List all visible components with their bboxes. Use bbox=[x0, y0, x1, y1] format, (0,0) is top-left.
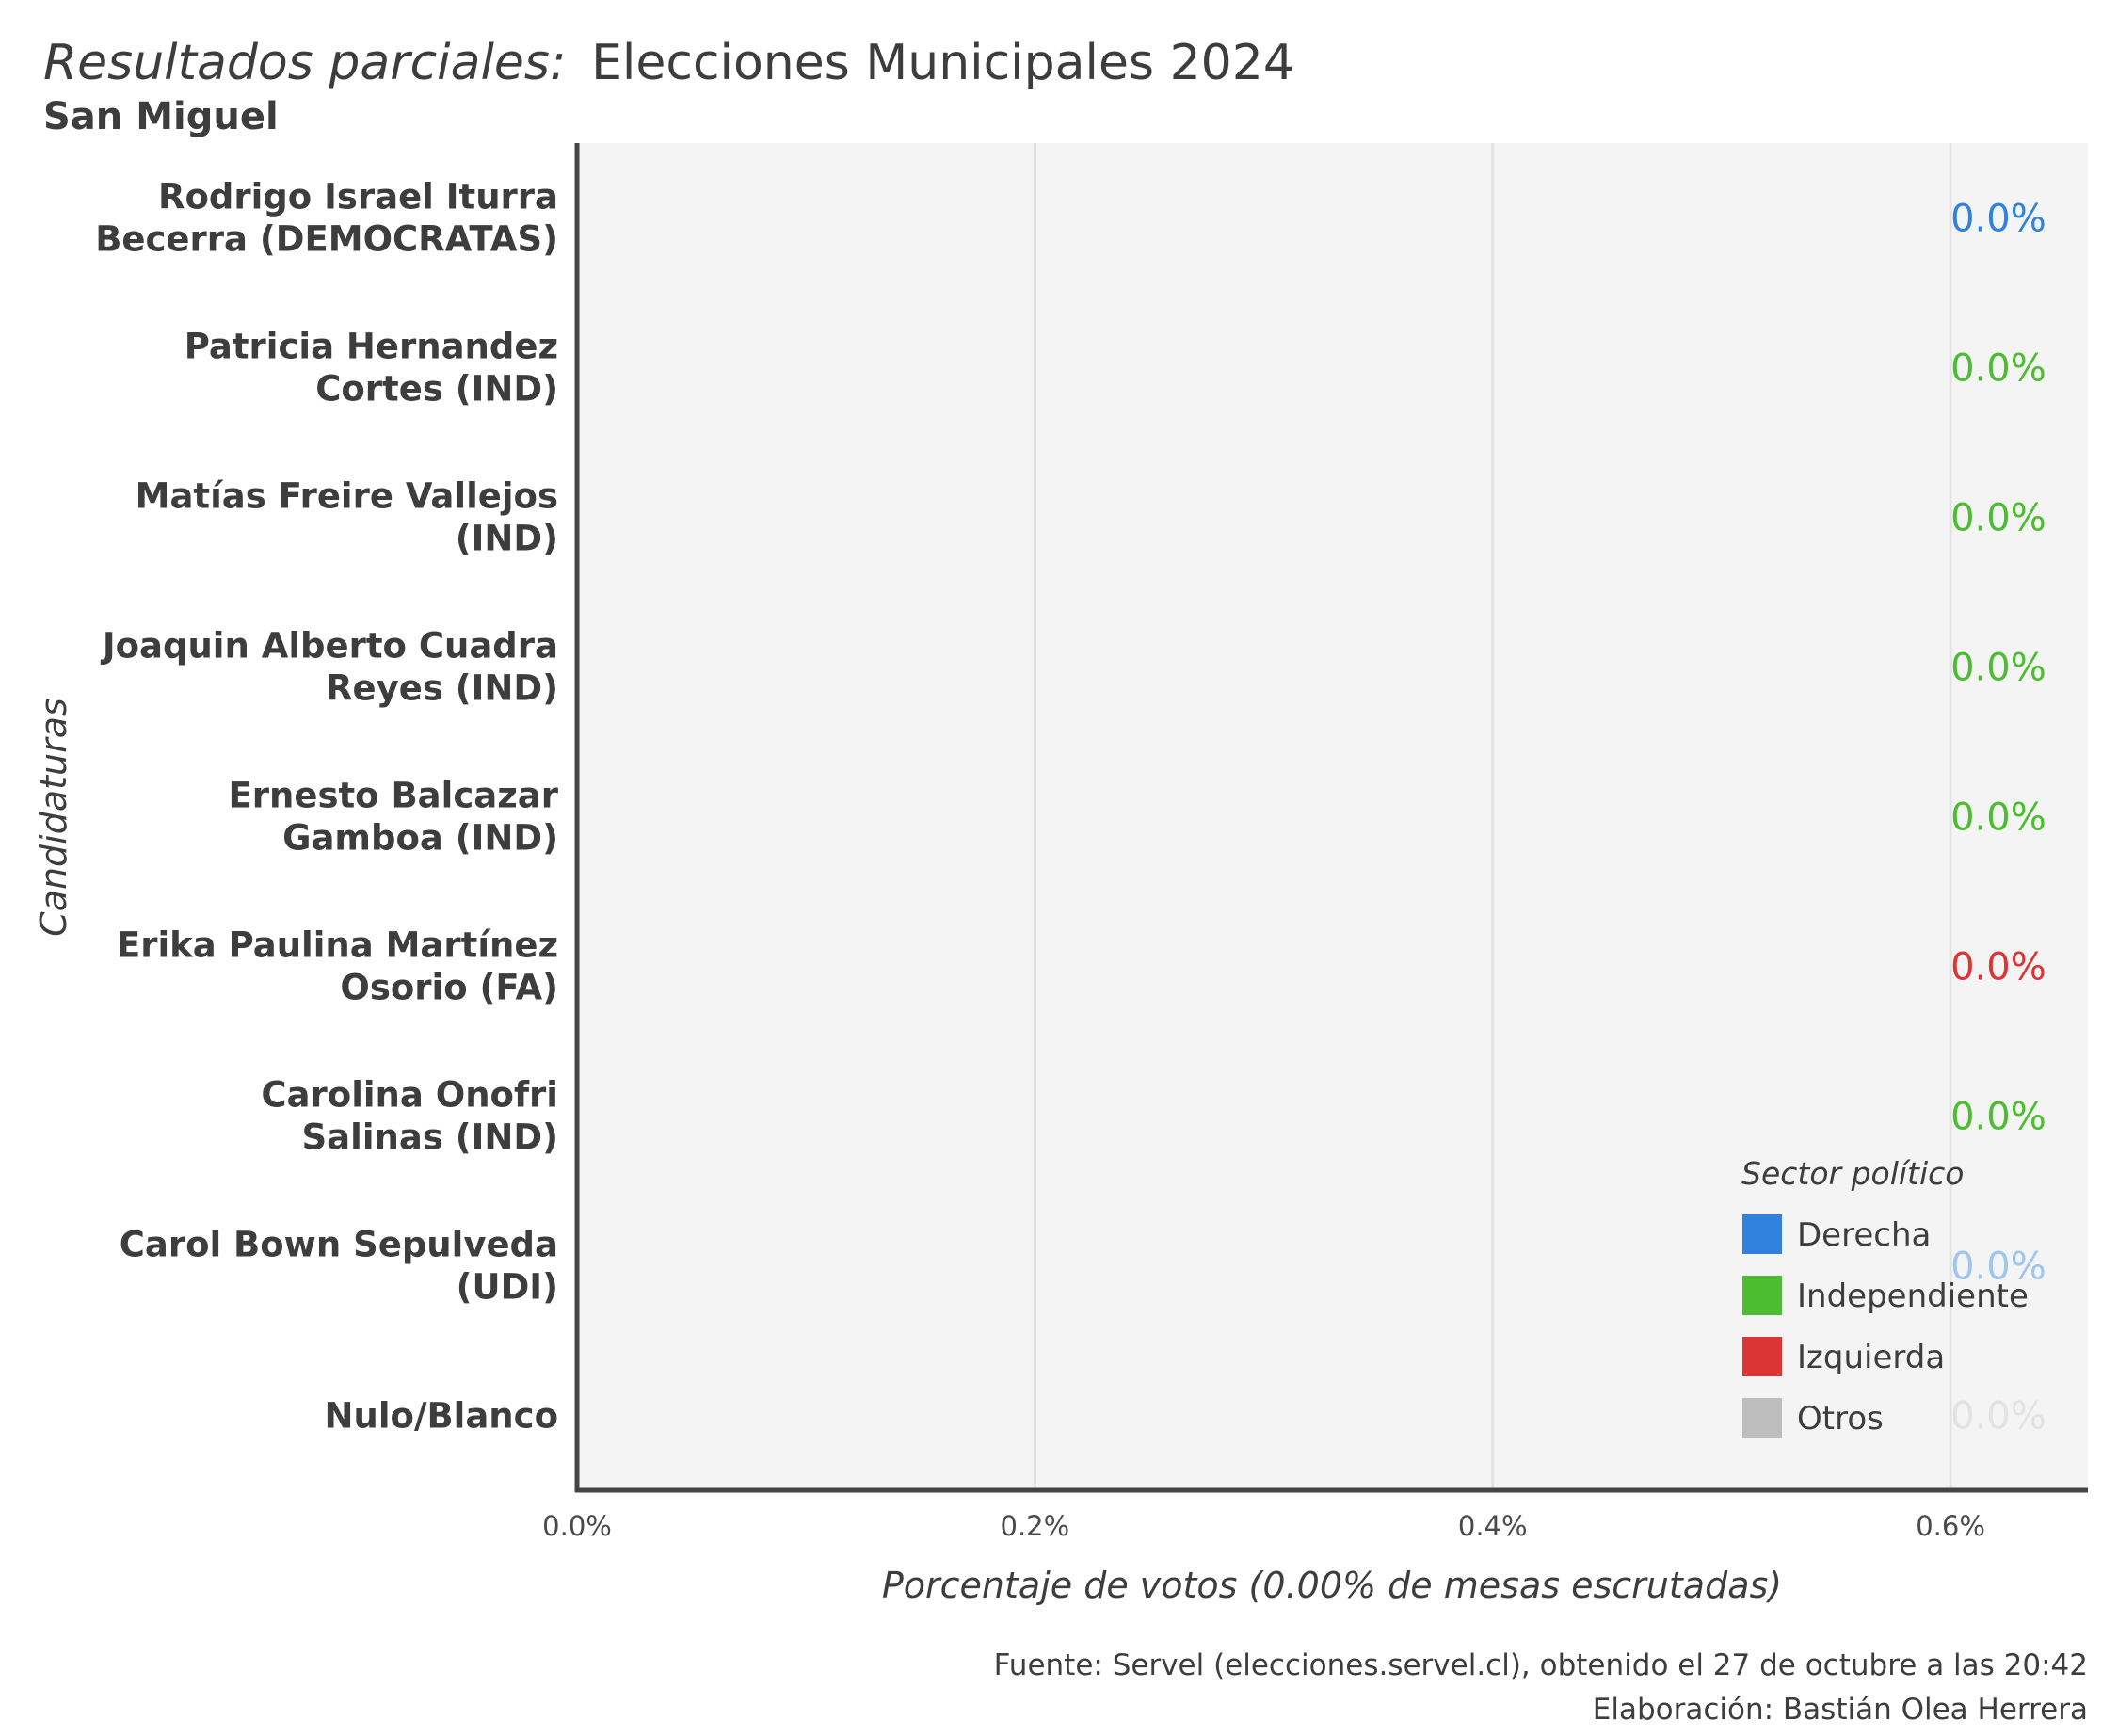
x-tick-labels: 0.0% 0.2% 0.4% 0.6% bbox=[542, 1510, 1985, 1542]
chart-subtitle: San Miguel bbox=[43, 95, 279, 138]
category-label-line2: (UDI) bbox=[457, 1267, 558, 1308]
legend-swatch bbox=[1742, 1398, 1782, 1438]
category-label-line1: Patricia Hernandez bbox=[185, 327, 558, 367]
value-label: 0.0% bbox=[1950, 198, 2046, 241]
category-label-line2: Salinas (IND) bbox=[302, 1117, 558, 1158]
value-label: 0.0% bbox=[1950, 796, 2046, 840]
value-label: 0.0% bbox=[1950, 347, 2046, 391]
legend-label: Derecha bbox=[1797, 1216, 1931, 1254]
category-label: Nulo/Blanco bbox=[325, 1396, 558, 1437]
category-label-line1: Joaquin Alberto Cuadra bbox=[100, 626, 558, 667]
caption-author: Elaboración: Bastián Olea Herrera bbox=[1593, 1693, 2088, 1727]
legend-swatch bbox=[1742, 1214, 1782, 1254]
category-label-line1: Ernesto Balcazar bbox=[229, 776, 559, 816]
value-label: 0.0% bbox=[1950, 946, 2046, 989]
category-label-line2: Gamboa (IND) bbox=[282, 818, 558, 859]
value-label: 0.0% bbox=[1950, 647, 2046, 690]
x-axis-title: Porcentaje de votos (0.00% de mesas escr… bbox=[882, 1565, 1782, 1606]
category-label-line1: Matías Freire Vallejos bbox=[136, 476, 558, 517]
chart-title-main: Elecciones Municipales 2024 bbox=[591, 35, 1294, 91]
plot-panel bbox=[577, 143, 2088, 1490]
y-axis-title: Candidaturas bbox=[33, 698, 74, 937]
value-label: 0.0% bbox=[1950, 497, 2046, 540]
category-label-line2: Becerra (DEMOCRATAS) bbox=[95, 219, 558, 260]
legend-label: Izquierda bbox=[1797, 1339, 1945, 1376]
x-tick-label: 0.0% bbox=[542, 1510, 612, 1542]
category-label-line1: Rodrigo Israel Iturra bbox=[158, 177, 558, 217]
category-label-line2: Reyes (IND) bbox=[326, 668, 558, 709]
x-tick-label: 0.6% bbox=[1916, 1510, 1985, 1542]
value-label: 0.0% bbox=[1950, 1096, 2046, 1139]
category-label-line1: Carolina Onofri bbox=[261, 1075, 558, 1116]
legend: Sector político Derecha Independiente Izqu… bbox=[1741, 1155, 2029, 1438]
legend-label: Independiente bbox=[1797, 1278, 2029, 1315]
legend-label: Otros bbox=[1797, 1400, 1884, 1438]
category-label-line2: Cortes (IND) bbox=[315, 369, 558, 410]
category-label-line2: Osorio (FA) bbox=[340, 968, 558, 1008]
grid-lines bbox=[1033, 143, 1952, 1490]
category-label-line1: Erika Paulina Martínez bbox=[117, 925, 558, 966]
caption-source: Fuente: Servel (elecciones.servel.cl), o… bbox=[994, 1648, 2088, 1682]
category-label-line1: Carol Bown Sepulveda bbox=[120, 1225, 558, 1265]
x-tick-label: 0.4% bbox=[1458, 1510, 1528, 1542]
value-label: 0.0% bbox=[1950, 1395, 2046, 1439]
value-label: 0.0% bbox=[1950, 1246, 2046, 1289]
legend-swatch bbox=[1742, 1337, 1782, 1376]
chart-title-lead: Resultados parciales: bbox=[43, 35, 567, 91]
legend-title: Sector político bbox=[1741, 1155, 1965, 1192]
x-tick-label: 0.2% bbox=[1001, 1510, 1070, 1542]
chart-title: Resultados parciales: Elecciones Municip… bbox=[43, 35, 1294, 91]
value-labels: 0.0% 0.0% 0.0% 0.0% 0.0% 0.0% 0.0% 0.0% 0.0% bbox=[1950, 198, 2046, 1439]
legend-swatch bbox=[1742, 1276, 1782, 1315]
category-label-line2: (IND) bbox=[456, 519, 558, 559]
